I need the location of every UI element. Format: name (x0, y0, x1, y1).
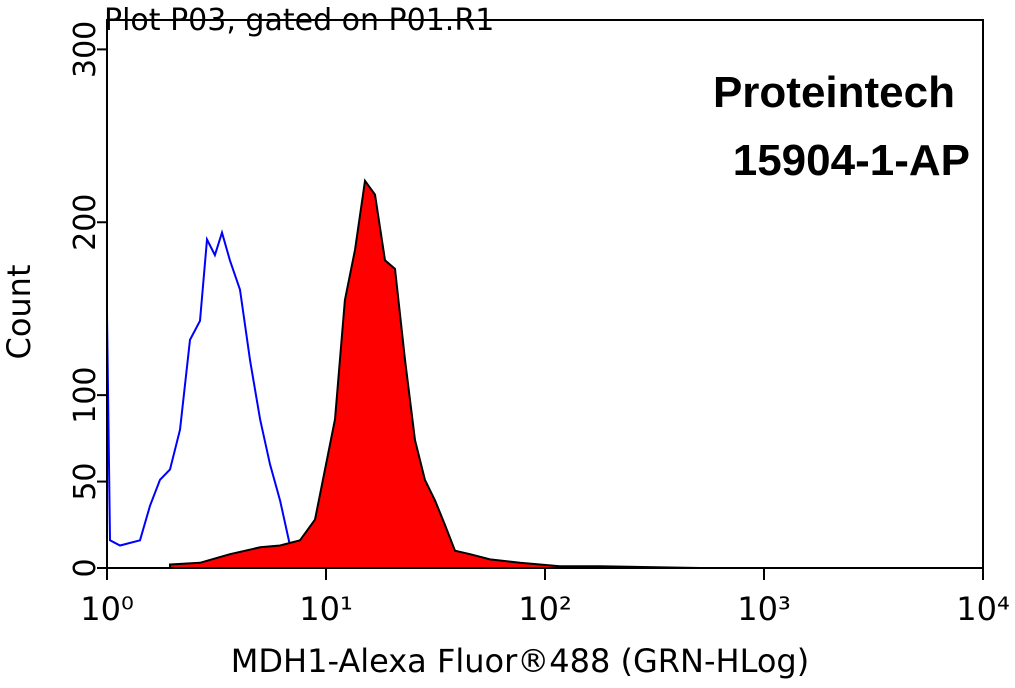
x-tick-label: 10⁴ (956, 590, 1010, 628)
x-tick-label: 10³ (737, 590, 791, 628)
x-axis-label: MDH1-Alexa Fluor®488 (GRN-HLog) (231, 642, 809, 680)
x-tick-label: 10² (518, 590, 572, 628)
y-axis-label: Count (0, 264, 38, 359)
annotation: 15904-1-AP (733, 136, 970, 185)
y-tick-label: 300 (68, 21, 103, 78)
y-tick-label: 50 (68, 462, 103, 500)
annotation: Proteintech (713, 68, 955, 117)
y-tick-label: 200 (68, 194, 103, 251)
histogram-area (169, 178, 983, 569)
x-tick-label: 10⁰ (80, 590, 134, 628)
y-tick-label: 0 (68, 558, 103, 577)
y-tick-label: 100 (68, 366, 103, 423)
x-tick-label: 10¹ (299, 590, 353, 628)
histogram-line (106, 229, 301, 569)
